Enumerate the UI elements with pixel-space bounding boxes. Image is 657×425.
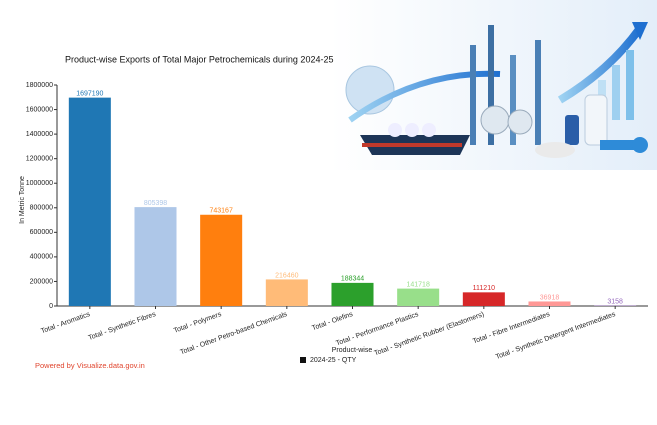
data-label: 743167 bbox=[209, 208, 232, 215]
bar bbox=[331, 282, 374, 306]
bar bbox=[200, 214, 243, 306]
data-label: 111210 bbox=[473, 285, 495, 292]
data-label: 216460 bbox=[275, 272, 298, 279]
bar bbox=[462, 292, 505, 306]
y-tick-label: 1800000 bbox=[26, 82, 53, 89]
y-tick-label: 1400000 bbox=[26, 131, 53, 138]
x-axis-label: Product-wise bbox=[332, 347, 373, 354]
bar bbox=[68, 97, 111, 307]
x-tick-label: Total - Synthetic Rubber (Elastomers) bbox=[373, 311, 485, 357]
y-tick-label: 0 bbox=[49, 303, 53, 310]
legend-swatch bbox=[300, 357, 306, 363]
bar bbox=[397, 288, 440, 306]
chart-title: Product-wise Exports of Total Major Petr… bbox=[65, 54, 333, 64]
data-label: 1697190 bbox=[76, 90, 103, 97]
y-axis-label: In Metric Tonne bbox=[19, 176, 26, 224]
y-tick-label: 1600000 bbox=[26, 106, 53, 113]
credit: Powered by Visualize.data.gov.in bbox=[35, 361, 145, 370]
y-tick-label: 800000 bbox=[30, 205, 53, 212]
x-tick-label: Total - Aromatics bbox=[40, 311, 91, 335]
x-tick-label: Total - Synthetic Fibres bbox=[88, 311, 158, 342]
y-tick-label: 200000 bbox=[30, 278, 53, 285]
data-label: 36918 bbox=[540, 294, 560, 301]
y-tick-label: 1000000 bbox=[26, 180, 53, 187]
data-label: 141718 bbox=[406, 281, 429, 288]
y-tick-label: 1200000 bbox=[26, 156, 53, 163]
legend-label: 2024-25 - QTY bbox=[310, 357, 357, 364]
x-tick-label: Total - Polymers bbox=[173, 311, 223, 335]
data-label: 188344 bbox=[341, 276, 364, 283]
bar bbox=[265, 279, 308, 306]
y-tick-label: 600000 bbox=[30, 229, 53, 236]
illustration bbox=[345, 22, 648, 158]
data-label: 3158 bbox=[607, 298, 623, 305]
x-tick-label: Total - Synthetic Detergent Intermediate… bbox=[495, 311, 617, 361]
y-tick-label: 400000 bbox=[30, 254, 53, 261]
x-tick-label: Total - Other Petro-based Chemicals bbox=[179, 311, 288, 356]
bar bbox=[134, 207, 177, 306]
bar bbox=[528, 301, 571, 306]
x-tick-label: Total - Olefins bbox=[311, 311, 354, 332]
data-label: 805398 bbox=[144, 200, 167, 207]
